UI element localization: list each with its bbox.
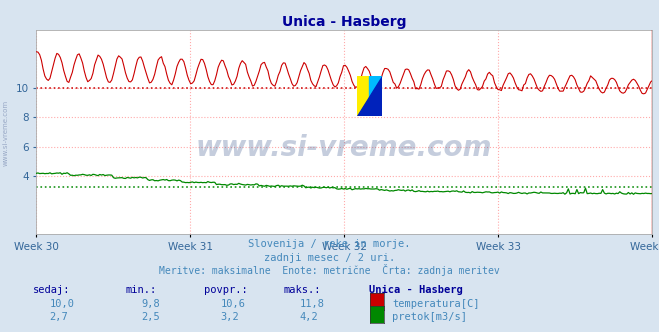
Text: zadnji mesec / 2 uri.: zadnji mesec / 2 uri. xyxy=(264,253,395,263)
Text: Meritve: maksimalne  Enote: metrične  Črta: zadnja meritev: Meritve: maksimalne Enote: metrične Črta… xyxy=(159,264,500,276)
Text: www.si-vreme.com: www.si-vreme.com xyxy=(196,134,492,162)
Bar xyxy=(369,76,382,116)
Text: Slovenija / reke in morje.: Slovenija / reke in morje. xyxy=(248,239,411,249)
Text: povpr.:: povpr.: xyxy=(204,285,248,295)
Text: maks.:: maks.: xyxy=(283,285,321,295)
Text: 2,7: 2,7 xyxy=(49,312,68,322)
Text: 10,6: 10,6 xyxy=(221,299,246,309)
Text: temperatura[C]: temperatura[C] xyxy=(392,299,480,309)
Text: 11,8: 11,8 xyxy=(300,299,325,309)
Text: www.si-vreme.com: www.si-vreme.com xyxy=(2,100,9,166)
Polygon shape xyxy=(357,76,382,116)
Bar xyxy=(357,76,369,116)
Text: 4,2: 4,2 xyxy=(300,312,318,322)
Text: pretok[m3/s]: pretok[m3/s] xyxy=(392,312,467,322)
Title: Unica - Hasberg: Unica - Hasberg xyxy=(282,15,407,29)
Text: 2,5: 2,5 xyxy=(142,312,160,322)
Text: sedaj:: sedaj: xyxy=(33,285,71,295)
Text: 9,8: 9,8 xyxy=(142,299,160,309)
Text: min.:: min.: xyxy=(125,285,156,295)
Text: Unica - Hasberg: Unica - Hasberg xyxy=(369,285,463,295)
Text: 10,0: 10,0 xyxy=(49,299,74,309)
Text: 3,2: 3,2 xyxy=(221,312,239,322)
